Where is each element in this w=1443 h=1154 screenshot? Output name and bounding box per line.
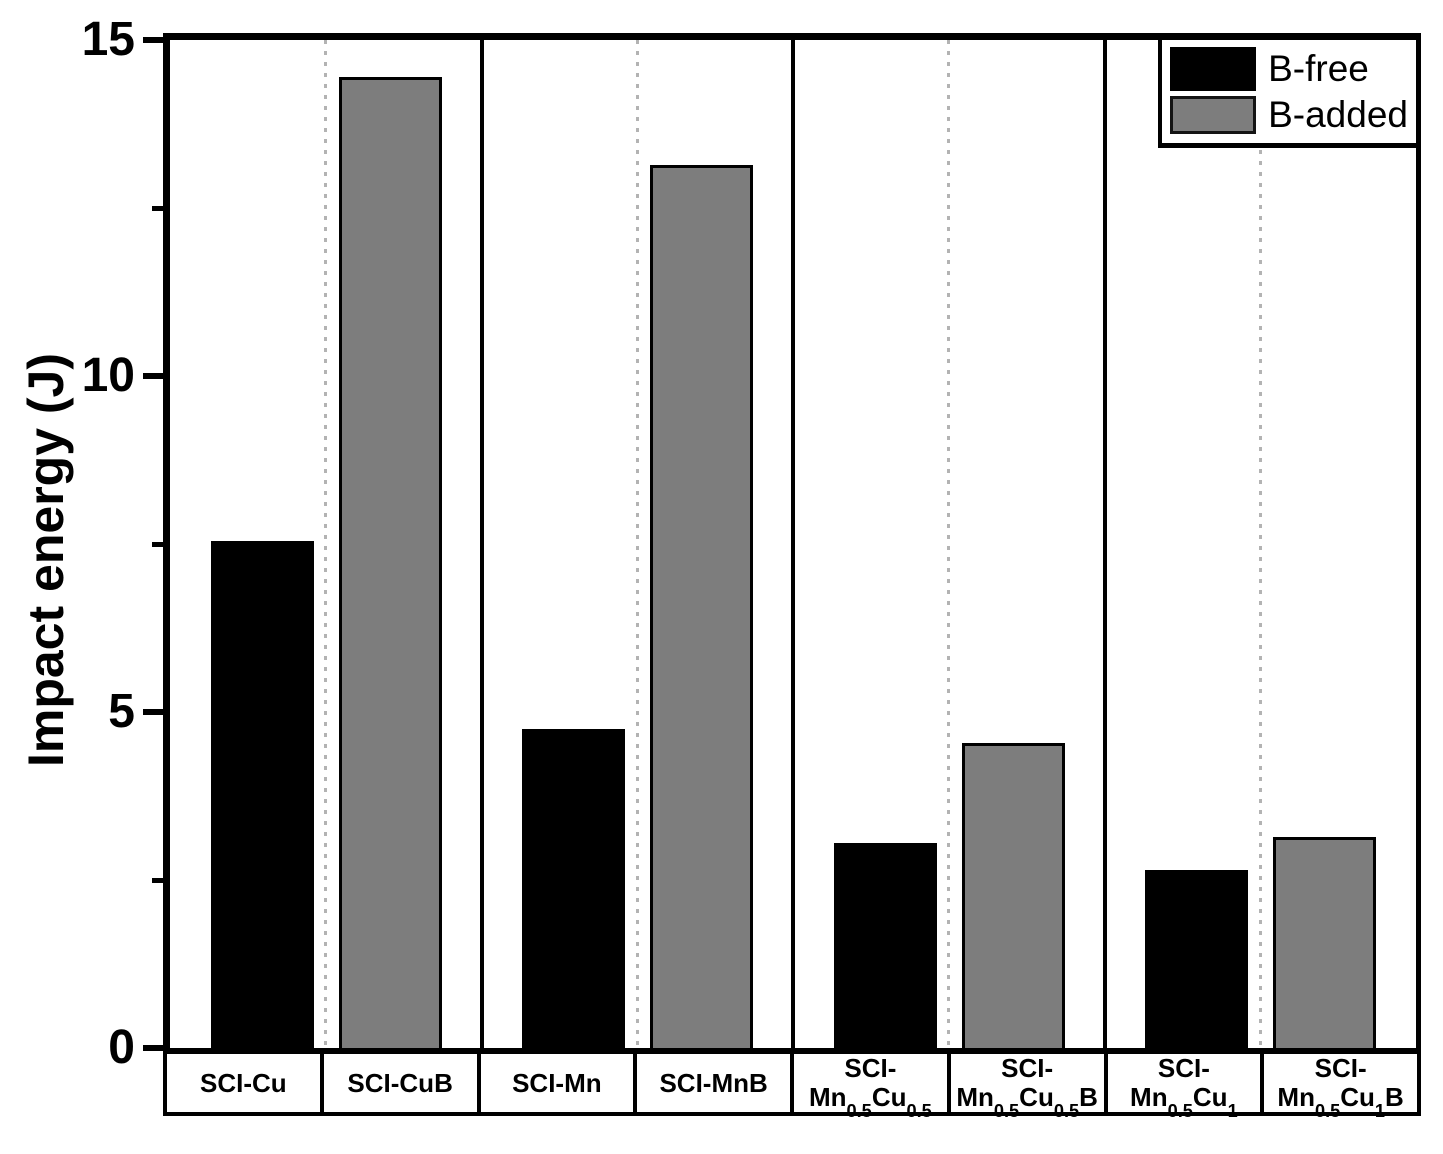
panel-divider-line [479, 40, 484, 1048]
x-label-SCI-Mn0.5Cu1: SCI- Mn0.5Cu1 [1107, 1053, 1261, 1122]
bar-SCI-Cu [210, 541, 314, 1048]
y-major-tick [143, 373, 163, 379]
x-label-line: Mn0.5Cu1 [1130, 1082, 1238, 1122]
bar-SCI-Mn0.5Cu0.5B [961, 742, 1065, 1048]
y-tick-label: 0 [108, 1021, 135, 1074]
x-label-SCI-Mn: SCI-Mn [480, 1054, 634, 1112]
bar-SCI-MnB [650, 164, 754, 1048]
x-label-line: SCI- [1314, 1053, 1367, 1083]
y-minor-tick [152, 878, 163, 883]
subscript: 0.5 [1167, 1101, 1193, 1122]
y-tick-label: 15 [81, 13, 135, 66]
bar-SCI-Mn0.5Cu1 [1145, 870, 1249, 1048]
y-minor-tick [152, 542, 163, 547]
legend-swatch-b-free [1170, 47, 1257, 91]
subscript: 0.5 [846, 1101, 872, 1122]
y-minor-tick [152, 206, 163, 211]
x-axis-category-labels: SCI-Cu SCI-CuB SCI-Mn SCI-MnB SCI- Mn0.5Cu0.5… [163, 1053, 1421, 1122]
slot-separator-dotted-line [947, 40, 951, 1048]
bar-SCI-Mn0.5Cu0.5 [833, 843, 937, 1048]
x-label-line: Mn0.5Cu0.5B [956, 1082, 1098, 1122]
y-major-tick [143, 709, 163, 715]
x-label-SCI-Mn0.5Cu0.5: SCI- Mn0.5Cu0.5 [794, 1053, 947, 1122]
plot-area: B-free B-added [163, 33, 1421, 1054]
panel-divider-line [1102, 40, 1107, 1048]
y-tick-label: 10 [81, 349, 135, 402]
slot-separator-dotted-line [1258, 40, 1262, 1048]
slot-separator-dotted-line [635, 40, 639, 1048]
legend-label: B-free [1268, 47, 1369, 89]
x-label-SCI-Mn0.5Cu0.5B: SCI- Mn0.5Cu0.5B [950, 1053, 1104, 1122]
bar-SCI-Mn [522, 729, 626, 1048]
subscript: 0.5 [906, 1101, 932, 1122]
x-label-line: Mn0.5Cu0.5 [808, 1082, 932, 1122]
y-major-tick [143, 37, 163, 43]
x-label-SCI-Mn0.5Cu1B: SCI- Mn0.5Cu1B [1264, 1053, 1417, 1122]
bar-SCI-Mn0.5Cu1B [1273, 836, 1377, 1048]
x-label-line: SCI-MnB [659, 1067, 768, 1098]
x-label-line: SCI-Cu [200, 1067, 287, 1098]
subscript: 1 [1227, 1101, 1238, 1122]
bar-SCI-CuB [338, 77, 442, 1048]
legend-label: B-added [1268, 94, 1408, 135]
x-label-line: SCI-Mn [512, 1067, 602, 1098]
legend-entry-b-added: B-added [1170, 94, 1408, 135]
x-label-SCI-Cu: SCI-Cu [167, 1054, 320, 1112]
slot-separator-dotted-line [324, 40, 328, 1048]
x-label-line: SCI- [1001, 1053, 1054, 1083]
legend-swatch-b-added [1170, 96, 1257, 135]
x-label-line: SCI- [844, 1053, 897, 1083]
x-label-line: SCI- [1157, 1053, 1210, 1083]
x-label-line: Mn0.5Cu1B [1277, 1082, 1404, 1122]
x-label-SCI-CuB: SCI-CuB [323, 1054, 477, 1112]
y-tick-label: 5 [108, 685, 135, 738]
x-label-SCI-MnB: SCI-MnB [637, 1054, 790, 1112]
subscript: 1 [1374, 1101, 1386, 1122]
subscript: 0.5 [1314, 1101, 1341, 1122]
subscript: 0.5 [1053, 1101, 1080, 1122]
legend-entry-b-free: B-free [1170, 47, 1408, 91]
panel-divider-line [791, 40, 795, 1048]
x-label-line: SCI-CuB [347, 1067, 453, 1098]
subscript: 0.5 [993, 1101, 1020, 1122]
legend: B-free B-added [1158, 40, 1416, 148]
y-major-tick [143, 1045, 163, 1051]
